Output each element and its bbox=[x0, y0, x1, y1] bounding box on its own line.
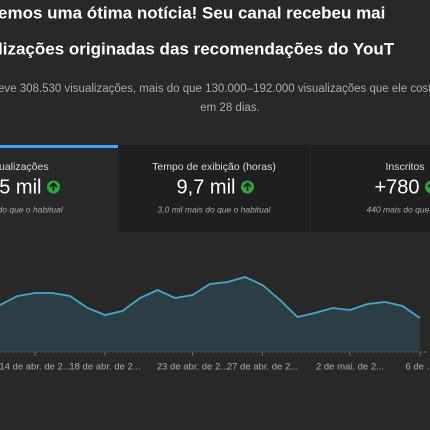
card-label: Tempo de exibição (horas) bbox=[152, 161, 276, 173]
up-arrow bbox=[243, 182, 252, 191]
x-tick-label: 6 de ... bbox=[405, 362, 430, 373]
area bbox=[0, 277, 420, 352]
title-line: lizações originadas das recomendações do… bbox=[0, 39, 395, 58]
title-line: emos uma ótima notícia! Seu canal recebe… bbox=[0, 3, 385, 22]
up-icon bbox=[425, 180, 430, 194]
card[interactable] bbox=[118, 145, 310, 232]
card[interactable] bbox=[311, 145, 430, 232]
card-note: mais do que o habitual bbox=[0, 204, 64, 214]
x-tick-label: 23 de abr. de 2... bbox=[157, 362, 228, 373]
description: eve 308.530 visualizações, mais do que 1… bbox=[0, 83, 430, 95]
up-arrow bbox=[49, 182, 58, 191]
x-tick-label: 18 de abr. de 2... bbox=[69, 362, 140, 373]
x-tick-label: 27 de abr. de 2... bbox=[227, 362, 298, 373]
card-value: 8,5 mil bbox=[0, 176, 41, 198]
card-label: Inscritos bbox=[385, 161, 424, 173]
card-value: +780 bbox=[374, 176, 419, 198]
card-note: 440 mais do que o h bbox=[366, 204, 430, 214]
line bbox=[0, 276, 421, 319]
card-note: 3,0 mil mais do que o habitual bbox=[158, 204, 272, 214]
x-tick-label: 14 de abr. de 2... bbox=[0, 362, 71, 373]
x-tick-label: 2 de mai. de 2... bbox=[316, 362, 384, 373]
selected-indicator bbox=[0, 145, 118, 148]
card-label: isualizações bbox=[0, 161, 49, 173]
description: em 28 dias. bbox=[200, 102, 259, 114]
card-value: 9,7 mil bbox=[177, 176, 236, 198]
